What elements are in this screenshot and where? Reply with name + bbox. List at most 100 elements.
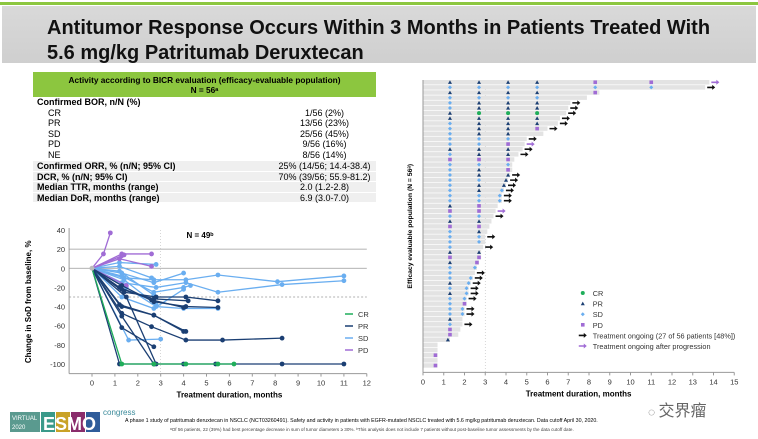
table-row: PR 13/56 (23%) [33, 118, 376, 129]
pr-marker [477, 172, 482, 177]
pr-marker [504, 178, 508, 182]
x-tick-label: 3 [483, 377, 487, 386]
patient-bar [423, 183, 506, 188]
pr-marker [477, 167, 482, 172]
pr-marker [477, 126, 482, 131]
sd-marker [464, 291, 469, 296]
footer-notes: ᵃOf 56 patients, 22 (39%) had best perce… [170, 427, 574, 432]
ongoing-after-progression-arrow [497, 208, 506, 214]
x-tick-label: 2 [462, 377, 466, 386]
row-value: 70% (39/56; 55.9-81.2) [278, 171, 371, 182]
patient-bar [423, 188, 504, 193]
pd-marker [580, 323, 585, 327]
data-point-cr [119, 361, 125, 367]
cr-marker [580, 291, 585, 295]
sd-marker [447, 167, 452, 172]
patient-bar [423, 249, 482, 255]
sd-marker [649, 85, 654, 90]
data-point-sd [279, 282, 285, 287]
patient-bar [423, 219, 492, 224]
slide-title: Antitumor Response Occurs Within 3 Month… [47, 16, 710, 66]
pr-marker [447, 111, 452, 115]
patient-bar [423, 275, 473, 281]
patient-bar [423, 234, 486, 239]
sd-marker [447, 312, 452, 317]
sd-marker [497, 193, 502, 198]
pd-marker [433, 353, 438, 358]
sd-marker [466, 281, 471, 286]
sd-marker [477, 162, 482, 167]
patient-bar [423, 208, 496, 214]
table-header-title: Activity according to BICR evaluation (e… [68, 75, 341, 85]
pd-marker [448, 255, 452, 260]
patient-bar [423, 141, 525, 147]
x-tick-label: 6 [227, 379, 231, 388]
patient-bar [423, 95, 587, 100]
x-tick-label: 7 [566, 377, 570, 386]
sd-marker [447, 172, 452, 177]
ongoing-arrow [503, 198, 512, 204]
data-point-cr [183, 361, 189, 367]
data-point-sd [158, 336, 164, 342]
logo-virtual: VIRTUAL [12, 416, 38, 422]
pr-marker [447, 260, 452, 265]
pr-marker [477, 219, 482, 223]
patient-bar [423, 239, 486, 245]
patient-bar [423, 126, 548, 131]
legend-after-progression-arrow [578, 343, 587, 349]
sd-marker [447, 100, 452, 105]
table-header: Activity according to BICR evaluation (e… [33, 72, 376, 97]
series-line-cr [91, 268, 234, 365]
patient-bar [423, 291, 469, 296]
data-point-pd [117, 256, 122, 262]
watermark-text: 交界瘤 [658, 403, 707, 420]
sd-marker [447, 126, 452, 131]
pr-marker [477, 116, 482, 120]
series-line-pr [91, 267, 283, 341]
pr-marker [506, 121, 511, 126]
sd-marker [447, 95, 452, 100]
patient-bar [423, 316, 463, 322]
sd-marker [447, 265, 452, 270]
data-point-pr [183, 294, 189, 300]
row-value: 1/56 (2%) [304, 107, 345, 118]
pr-marker [447, 116, 452, 120]
cr-marker [477, 111, 482, 116]
pr-marker [506, 126, 511, 131]
patient-bar [423, 363, 438, 368]
ongoing-arrow [524, 146, 533, 152]
sd-marker [447, 85, 452, 90]
pr-marker [477, 90, 482, 95]
ongoing-arrow [559, 120, 568, 126]
pr-marker [477, 152, 482, 156]
data-point-sd [151, 306, 157, 311]
series-line-pr [91, 267, 184, 309]
ongoing-arrow [520, 151, 529, 157]
patient-bar [423, 203, 498, 209]
patient-bar [423, 322, 463, 327]
sd-marker [447, 245, 452, 250]
patient-bar [423, 177, 509, 183]
data-point-pd [149, 263, 154, 269]
sd-marker [460, 312, 465, 317]
sd-marker [468, 275, 473, 280]
y-tick-label: -20 [54, 283, 65, 292]
sd-marker [447, 275, 452, 280]
sd-marker [506, 95, 511, 100]
cr-marker [535, 111, 540, 116]
ongoing-arrow [487, 234, 496, 240]
table-row: CR 1/56 (2%) [33, 108, 376, 119]
sd-marker [477, 142, 482, 147]
data-point-sd [117, 260, 122, 265]
title-line-2: 5.6 mg/kg Patritumab Deruxtecan [47, 42, 364, 64]
sd-marker [535, 95, 540, 100]
sd-marker [447, 131, 452, 136]
row-value: 9/56 (16%) [302, 139, 347, 149]
row-label: Confirmed ORR, % (n/N; 95% CI) [37, 161, 176, 171]
patient-bar [423, 167, 513, 172]
pd-marker [462, 301, 467, 306]
legend-label: PR [593, 300, 603, 309]
ongoing-arrow [707, 84, 716, 90]
table-row: Confirmed BOR, n/N (%) [33, 97, 376, 108]
data-point-cr [231, 361, 237, 367]
